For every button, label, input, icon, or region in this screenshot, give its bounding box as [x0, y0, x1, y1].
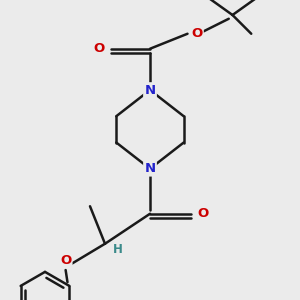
Text: O: O [94, 42, 105, 55]
Text: O: O [197, 207, 208, 220]
Text: H: H [113, 243, 123, 256]
Text: N: N [144, 162, 156, 175]
Text: N: N [144, 83, 156, 97]
Text: O: O [191, 27, 203, 40]
Text: O: O [60, 254, 71, 267]
